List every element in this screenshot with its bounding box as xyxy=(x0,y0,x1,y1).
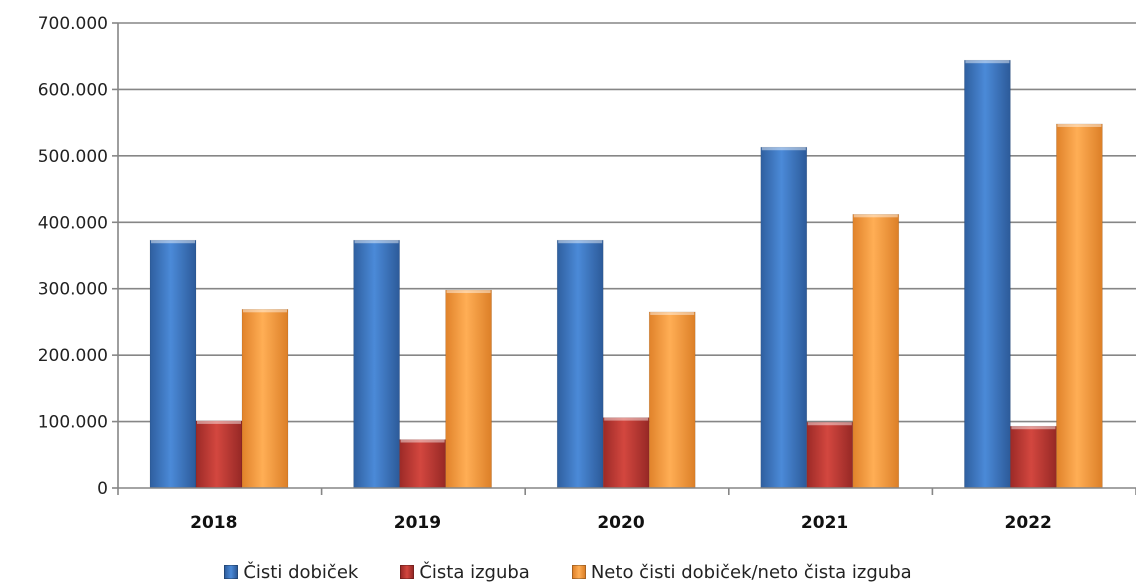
bar-2018-series-1 xyxy=(196,421,242,488)
bar-highlight xyxy=(447,290,491,293)
bars xyxy=(150,60,1102,488)
bar-2020-series-0 xyxy=(557,240,603,488)
y-tick-label: 0 xyxy=(97,479,108,499)
bar-2022-series-1 xyxy=(1010,426,1056,488)
bar-highlight xyxy=(965,60,1009,63)
bar-body xyxy=(400,440,446,488)
bar-chart: 0 100.000 200.000 300.000 400.000 500.000 600.… xyxy=(0,0,1136,560)
bar-body xyxy=(761,147,807,488)
y-tick-label: 100.000 xyxy=(38,413,108,433)
bar-body xyxy=(807,422,853,488)
bar-2019-series-1 xyxy=(400,440,446,488)
bar-2018-series-2 xyxy=(242,309,288,488)
bar-body xyxy=(150,240,196,488)
bar-body xyxy=(964,60,1010,488)
bar-2021-series-0 xyxy=(761,147,807,488)
y-tick-label: 700.000 xyxy=(38,14,108,34)
bar-2022-series-2 xyxy=(1056,124,1102,488)
bar-highlight xyxy=(355,240,399,243)
bar-highlight xyxy=(1057,124,1101,127)
bar-highlight xyxy=(604,418,648,421)
bar-body xyxy=(557,240,603,488)
bar-highlight xyxy=(808,422,852,425)
y-tick-label: 600.000 xyxy=(38,80,108,100)
bar-body xyxy=(1056,124,1102,488)
bar-body xyxy=(196,421,242,488)
bar-highlight xyxy=(854,214,898,217)
bar-2019-series-0 xyxy=(354,240,400,488)
x-tick-label: 2022 xyxy=(1005,513,1052,533)
bar-2018-series-0 xyxy=(150,240,196,488)
y-tick-label: 200.000 xyxy=(38,346,108,366)
legend-swatch-neto xyxy=(572,565,586,579)
bar-highlight xyxy=(558,240,602,243)
bar-2021-series-2 xyxy=(853,214,899,488)
y-tick-label: 300.000 xyxy=(38,280,108,300)
y-tick-label: 400.000 xyxy=(38,213,108,233)
legend-item-cista-izguba: Čista izguba xyxy=(400,562,530,583)
legend-label-cista-izguba: Čista izguba xyxy=(419,562,530,583)
legend-label-neto: Neto čisti dobiček/neto čista izguba xyxy=(591,562,912,583)
bar-highlight xyxy=(151,240,195,243)
bar-highlight xyxy=(1011,426,1055,429)
legend-swatch-cista-izguba xyxy=(400,565,414,579)
legend-item-cisti-dobicek: Čisti dobiček xyxy=(224,562,358,583)
x-tick-label: 2021 xyxy=(801,513,848,533)
y-axis: 0 100.000 200.000 300.000 400.000 500.000 600.… xyxy=(38,14,118,499)
bar-body xyxy=(242,309,288,488)
bar-highlight xyxy=(401,440,445,443)
bar-body xyxy=(354,240,400,488)
bar-body xyxy=(853,214,899,488)
x-tick-label: 2018 xyxy=(190,513,237,533)
bar-2021-series-1 xyxy=(807,422,853,488)
bar-2020-series-2 xyxy=(649,312,695,488)
bar-highlight xyxy=(762,147,806,150)
bar-body xyxy=(603,418,649,488)
bar-highlight xyxy=(650,312,694,315)
bar-body xyxy=(1010,426,1056,488)
legend-swatch-cisti-dobicek xyxy=(224,565,238,579)
bar-body xyxy=(446,290,492,488)
bar-body xyxy=(649,312,695,488)
legend: Čisti dobiček Čista izguba Neto čisti do… xyxy=(0,559,1136,585)
bar-highlight xyxy=(197,421,241,424)
legend-label-cisti-dobicek: Čisti dobiček xyxy=(243,562,358,583)
x-tick-label: 2020 xyxy=(597,513,644,533)
bar-2019-series-2 xyxy=(446,290,492,488)
y-tick-label: 500.000 xyxy=(38,147,108,167)
x-axis-labels: 2018 2019 2020 2021 2022 xyxy=(190,513,1052,533)
bar-highlight xyxy=(243,309,287,312)
bar-2022-series-0 xyxy=(964,60,1010,488)
bar-2020-series-1 xyxy=(603,418,649,488)
legend-item-neto: Neto čisti dobiček/neto čista izguba xyxy=(572,562,912,583)
x-tick-label: 2019 xyxy=(394,513,441,533)
